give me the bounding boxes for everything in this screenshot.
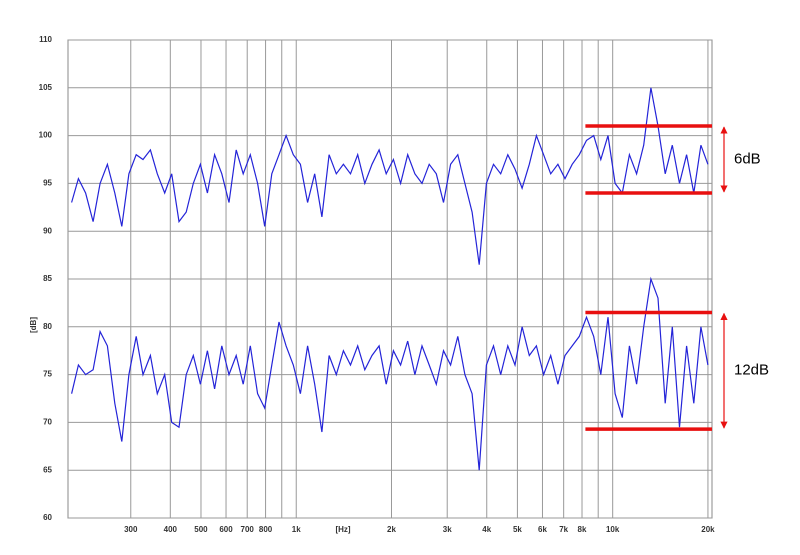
band-label: 6dB: [734, 150, 761, 167]
y-tick-label: 60: [43, 513, 52, 522]
x-tick-label: 4k: [482, 525, 491, 534]
x-tick-label: 7k: [559, 525, 568, 534]
x-axis-label: [Hz]: [335, 525, 350, 534]
x-tick-label: 800: [259, 525, 273, 534]
y-tick-label: 65: [43, 465, 52, 474]
y-tick-label: 95: [43, 179, 52, 188]
x-tick-label: 10k: [606, 525, 620, 534]
x-tick-label: 8k: [578, 525, 587, 534]
x-tick-label: 700: [241, 525, 255, 534]
x-tick-label: 500: [194, 525, 208, 534]
y-axis-label: [dB]: [29, 317, 38, 333]
x-tick-label: 1k: [292, 525, 301, 534]
x-tick-label: 3k: [443, 525, 452, 534]
band-label: 12dB: [734, 362, 769, 379]
x-tick-label: 300: [124, 525, 138, 534]
x-tick-label: 20k: [701, 525, 715, 534]
y-tick-label: 80: [43, 322, 52, 331]
y-tick-label: 75: [43, 370, 52, 379]
x-tick-label: 600: [219, 525, 233, 534]
response-line: [71, 276, 709, 471]
y-tick-label: 85: [43, 274, 52, 283]
y-tick-label: 110: [39, 35, 52, 44]
y-tick-label: 70: [43, 418, 52, 427]
response-line: [71, 87, 709, 265]
x-tick-label: 5k: [513, 525, 522, 534]
y-tick-label: 90: [43, 226, 52, 235]
x-tick-label: 2k: [387, 525, 396, 534]
y-tick-label: 100: [39, 131, 53, 140]
x-tick-label: 400: [164, 525, 178, 534]
x-tick-label: 6k: [538, 525, 547, 534]
y-tick-label: 105: [39, 83, 53, 92]
